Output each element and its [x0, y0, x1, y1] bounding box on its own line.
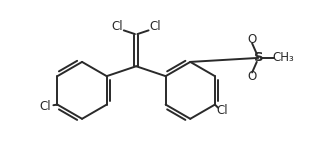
Text: Cl: Cl [217, 104, 229, 117]
Text: CH₃: CH₃ [272, 51, 294, 64]
Text: O: O [248, 70, 257, 83]
Text: Cl: Cl [150, 20, 161, 33]
Text: S: S [254, 51, 263, 64]
Text: Cl: Cl [40, 100, 51, 113]
Text: O: O [248, 33, 257, 46]
Text: Cl: Cl [111, 20, 123, 33]
